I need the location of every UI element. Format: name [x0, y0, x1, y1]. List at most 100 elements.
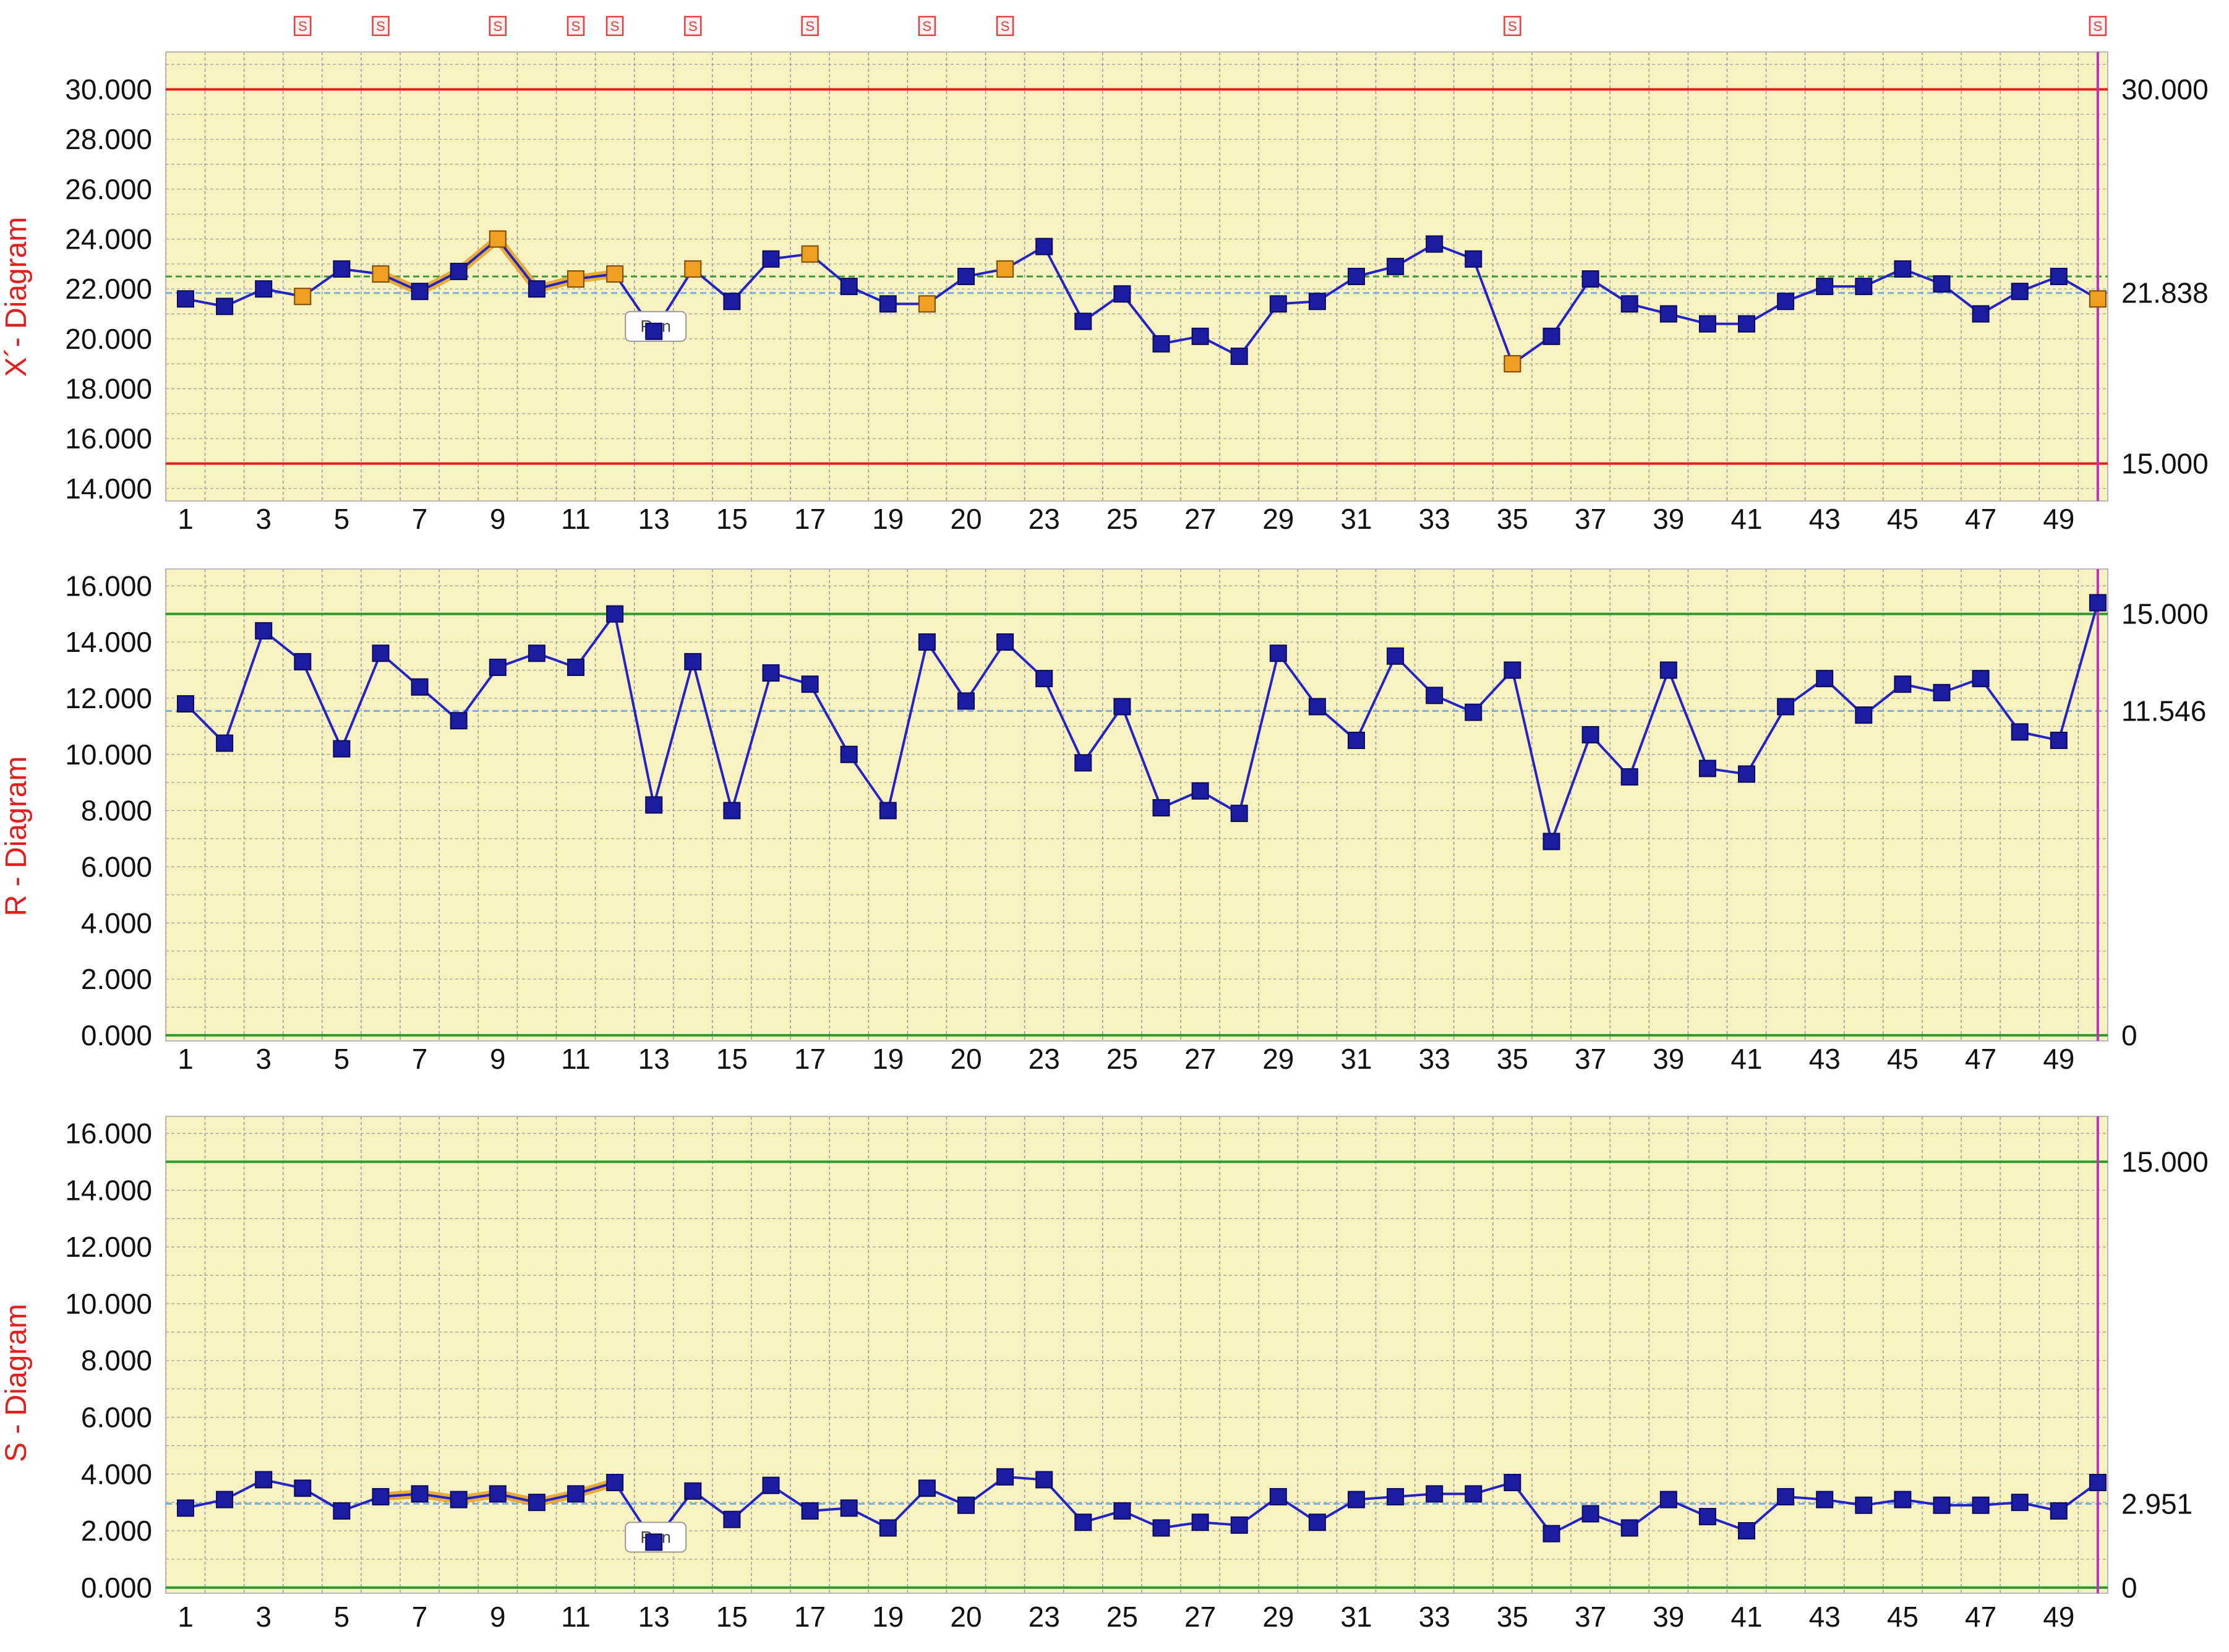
data-point[interactable]: [879, 1519, 897, 1537]
data-point[interactable]: [489, 230, 507, 248]
data-point[interactable]: [840, 278, 858, 296]
data-point[interactable]: [2050, 268, 2068, 285]
data-point[interactable]: [801, 675, 819, 693]
data-point[interactable]: [177, 1499, 194, 1517]
data-point[interactable]: [1465, 703, 1482, 721]
data-point[interactable]: [1191, 327, 1209, 345]
data-point[interactable]: [1230, 348, 1248, 366]
data-point[interactable]: [333, 740, 351, 758]
data-point[interactable]: [216, 734, 234, 752]
data-point[interactable]: [1659, 661, 1677, 679]
data-point[interactable]: [372, 265, 390, 283]
data-point[interactable]: [1387, 1487, 1405, 1505]
data-point[interactable]: [1113, 285, 1131, 303]
data-point[interactable]: [723, 1510, 741, 1528]
data-point[interactable]: [1348, 268, 1365, 285]
data-point[interactable]: [1620, 768, 1638, 786]
data-point[interactable]: [1387, 257, 1405, 275]
data-point[interactable]: [1855, 1496, 1873, 1514]
rule-violation-flag[interactable]: [489, 15, 507, 36]
data-point[interactable]: [1777, 1487, 1795, 1505]
rule-violation-flag[interactable]: [372, 15, 390, 36]
data-point[interactable]: [1894, 675, 1912, 693]
data-point[interactable]: [1426, 1485, 1444, 1503]
data-point[interactable]: [1972, 670, 1990, 688]
data-point[interactable]: [1074, 1513, 1092, 1531]
data-point[interactable]: [255, 1471, 273, 1489]
data-point[interactable]: [1308, 698, 1326, 716]
data-point[interactable]: [1191, 1513, 1209, 1531]
data-point[interactable]: [1426, 235, 1444, 253]
data-point[interactable]: [1816, 278, 1834, 296]
data-point[interactable]: [957, 692, 975, 710]
data-point[interactable]: [1348, 732, 1365, 750]
data-point[interactable]: [1035, 1471, 1053, 1489]
data-point[interactable]: [177, 695, 194, 713]
data-point[interactable]: [1933, 683, 1951, 701]
rule-violation-flag[interactable]: [2089, 15, 2107, 36]
data-point[interactable]: [2089, 1474, 2107, 1492]
rule-violation-flag[interactable]: [294, 15, 312, 36]
data-point[interactable]: [684, 653, 702, 670]
data-point[interactable]: [1542, 327, 1560, 345]
data-point[interactable]: [216, 297, 234, 315]
data-point[interactable]: [1620, 1519, 1638, 1537]
data-point[interactable]: [1933, 275, 1951, 293]
data-point[interactable]: [996, 1468, 1014, 1486]
data-point[interactable]: [1426, 687, 1444, 704]
data-point[interactable]: [1348, 1491, 1365, 1509]
data-point[interactable]: [216, 1491, 234, 1509]
rule-violation-flag[interactable]: [605, 15, 624, 36]
rule-violation-flag[interactable]: [1504, 15, 1521, 36]
data-point[interactable]: [801, 245, 819, 263]
data-point[interactable]: [294, 288, 312, 306]
data-point[interactable]: [1035, 238, 1053, 255]
data-point[interactable]: [1698, 1508, 1716, 1526]
data-point[interactable]: [528, 280, 545, 298]
data-point[interactable]: [255, 280, 273, 298]
data-point[interactable]: [1113, 1502, 1131, 1520]
data-point[interactable]: [450, 712, 468, 730]
data-point[interactable]: [333, 1502, 351, 1520]
data-point[interactable]: [1894, 1491, 1912, 1509]
data-point[interactable]: [450, 1491, 468, 1509]
data-point[interactable]: [606, 265, 624, 283]
data-point[interactable]: [1230, 805, 1248, 823]
data-point[interactable]: [1738, 315, 1755, 333]
data-point[interactable]: [1659, 1491, 1677, 1509]
rule-violation-flag[interactable]: [567, 15, 585, 36]
data-point[interactable]: [1581, 1505, 1599, 1523]
rule-violation-flag[interactable]: [801, 15, 819, 36]
rule-violation-flag[interactable]: [918, 15, 936, 36]
data-point[interactable]: [2011, 283, 2029, 301]
data-point[interactable]: [450, 262, 468, 280]
data-point[interactable]: [1933, 1496, 1951, 1514]
data-point[interactable]: [372, 1487, 390, 1505]
data-point[interactable]: [1698, 760, 1716, 777]
data-point[interactable]: [1816, 1491, 1834, 1509]
data-point[interactable]: [1465, 1485, 1482, 1503]
data-point[interactable]: [645, 796, 663, 814]
data-point[interactable]: [2089, 594, 2107, 612]
data-point[interactable]: [1152, 335, 1170, 353]
data-point[interactable]: [1269, 295, 1287, 313]
data-point[interactable]: [996, 260, 1014, 278]
data-point[interactable]: [1816, 670, 1834, 688]
data-point[interactable]: [762, 664, 780, 682]
data-point[interactable]: [801, 1502, 819, 1520]
data-point[interactable]: [1269, 644, 1287, 662]
data-point[interactable]: [1972, 1496, 1990, 1514]
data-point[interactable]: [996, 633, 1014, 651]
data-point[interactable]: [918, 295, 936, 313]
data-point[interactable]: [1972, 305, 1990, 323]
data-point[interactable]: [489, 658, 507, 676]
data-point[interactable]: [411, 678, 429, 696]
data-point[interactable]: [1659, 305, 1677, 323]
data-point[interactable]: [723, 802, 741, 820]
data-point[interactable]: [1230, 1516, 1248, 1534]
data-point[interactable]: [1504, 355, 1521, 373]
data-point[interactable]: [294, 1479, 312, 1497]
data-point[interactable]: [1074, 312, 1092, 330]
data-point[interactable]: [372, 644, 390, 662]
data-point[interactable]: [1542, 1525, 1560, 1543]
